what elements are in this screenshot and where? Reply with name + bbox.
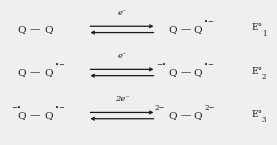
Text: 2−: 2− <box>204 104 214 112</box>
Text: Q: Q <box>193 25 202 34</box>
Text: Q: Q <box>169 111 177 120</box>
Text: E°: E° <box>252 23 263 32</box>
Text: Q: Q <box>169 68 177 77</box>
Text: e⁻: e⁻ <box>117 9 127 17</box>
Text: —: — <box>180 111 191 120</box>
Text: 3: 3 <box>262 116 266 124</box>
Text: Q: Q <box>17 111 26 120</box>
Text: —: — <box>180 68 191 77</box>
Text: Q: Q <box>193 111 202 120</box>
Text: Q: Q <box>45 111 53 120</box>
Text: 2: 2 <box>262 73 266 81</box>
Text: E°: E° <box>252 110 263 119</box>
Text: —: — <box>30 68 40 77</box>
Text: 2e⁻: 2e⁻ <box>115 95 129 103</box>
Text: Q: Q <box>45 25 53 34</box>
Text: •−: •− <box>204 18 214 26</box>
Text: Q: Q <box>169 25 177 34</box>
Text: •−: •− <box>55 104 65 112</box>
Text: •−: •− <box>204 61 214 69</box>
Text: 1: 1 <box>262 30 266 38</box>
Text: Q: Q <box>17 68 26 77</box>
Text: Q: Q <box>193 68 202 77</box>
Text: −•: −• <box>12 104 22 112</box>
Text: •−: •− <box>55 61 65 69</box>
Text: e⁻: e⁻ <box>117 52 127 60</box>
Text: —: — <box>180 25 191 34</box>
Text: —: — <box>30 111 40 120</box>
Text: Q: Q <box>17 25 26 34</box>
Text: E°: E° <box>252 67 263 76</box>
Text: —: — <box>30 25 40 34</box>
Text: −•: −• <box>156 61 166 69</box>
Text: 2−: 2− <box>155 104 165 112</box>
Text: Q: Q <box>45 68 53 77</box>
